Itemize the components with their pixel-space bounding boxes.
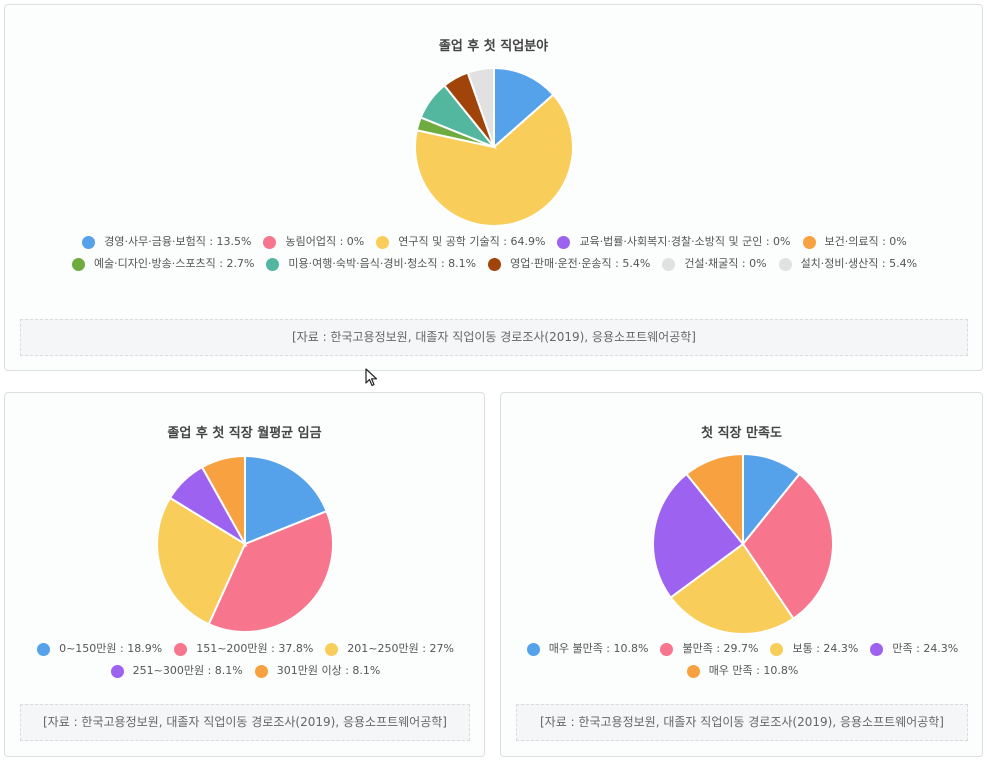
legend-item[interactable]: 151~200만원 : 37.8%: [174, 638, 313, 660]
chart-card-job-field: 졸업 후 첫 직업분야 경영·사무·금융·보험직 : 13.5% 농림어업직 : …: [4, 4, 983, 371]
legend-item[interactable]: 미용·여행·숙박·음식·경비·청소직 : 8.1%: [266, 253, 476, 275]
pie-slice[interactable]: [156, 496, 247, 626]
legend-label: 보통 : 24.3%: [792, 642, 859, 655]
source-note: [자료 : 한국고용정보원, 대졸자 직업이동 경로조사(2019), 응용소프…: [20, 319, 968, 356]
legend-label: 건설·채굴직 : 0%: [684, 257, 767, 270]
legend-item[interactable]: 경영·사무·금융·보험직 : 13.5%: [82, 231, 251, 253]
legend-color-dot: [37, 642, 51, 656]
legend-label: 불만족 : 29.7%: [682, 642, 759, 655]
pie-slice[interactable]: [414, 93, 574, 227]
legend-item[interactable]: 251~300만원 : 8.1%: [110, 660, 243, 682]
pie-slice[interactable]: [685, 452, 744, 547]
legend-item[interactable]: 301만원 이상 : 8.1%: [254, 660, 381, 682]
legend-color-dot: [526, 642, 540, 656]
legend-label: 301만원 이상 : 8.1%: [276, 664, 381, 677]
pie-slice[interactable]: [466, 66, 495, 148]
chart-card-salary: 졸업 후 첫 직장 월평균 임금 0~150만원 : 18.9% 151~200만…: [4, 392, 485, 757]
mouse-cursor-icon: [365, 368, 378, 387]
pie-chart-satisfaction: [652, 452, 834, 635]
legend-label: 201~250만원 : 27%: [347, 642, 454, 655]
chart-card-satisfaction: 첫 직장 만족도 매우 불만족 : 10.8% 불만족 : 29.7% 보통 : 2…: [500, 392, 983, 757]
chart-title: 졸업 후 첫 직업분야: [438, 39, 549, 54]
source-note: [자료 : 한국고용정보원, 대졸자 직업이동 경로조사(2019), 응용소프…: [516, 704, 968, 741]
legend-item[interactable]: 201~250만원 : 27%: [325, 638, 454, 660]
legend-color-dot: [770, 642, 784, 656]
legend-label: 만족 : 24.3%: [892, 642, 959, 655]
legend-color-dot: [71, 257, 85, 271]
legend-color-dot: [266, 257, 280, 271]
legend-color-dot: [870, 642, 884, 656]
legend-label: 보건·의료직 : 0%: [824, 235, 907, 248]
legend-color-dot: [686, 664, 700, 678]
legend-label: 농림어업직 : 0%: [285, 235, 365, 248]
legend-color-dot: [778, 257, 792, 271]
legend-color-dot: [254, 664, 268, 678]
source-note: [자료 : 한국고용정보원, 대졸자 직업이동 경로조사(2019), 응용소프…: [20, 704, 470, 741]
legend-color-dot: [325, 642, 339, 656]
legend-item[interactable]: 매우 불만족 : 10.8%: [526, 638, 649, 660]
legend-item[interactable]: 만족 : 24.3%: [870, 638, 958, 660]
legend-item[interactable]: 예술·디자인·방송·스포츠직 : 2.7%: [71, 253, 255, 275]
legend-item[interactable]: 0~150만원 : 18.9%: [37, 638, 162, 660]
legend-color-dot: [110, 664, 124, 678]
legend-label: 미용·여행·숙박·음식·경비·청소직 : 8.1%: [288, 257, 477, 270]
legend-item[interactable]: 연구직 및 공학 기술직 : 64.9%: [376, 231, 545, 253]
legend-label: 연구직 및 공학 기술직 : 64.9%: [398, 235, 546, 248]
pie-slice[interactable]: [200, 454, 246, 548]
legend-color-dot: [82, 235, 96, 249]
chart-legend: 경영·사무·금융·보험직 : 13.5% 농림어업직 : 0% 연구직 및 공학 기…: [15, 231, 974, 275]
legend-label: 매우 불만족 : 10.8%: [548, 642, 649, 655]
legend-label: 251~300만원 : 8.1%: [132, 664, 243, 677]
pie-slice[interactable]: [493, 66, 555, 150]
legend-item[interactable]: 영업·판매·운전·운송직 : 5.4%: [488, 253, 650, 275]
pie-chart-salary: [156, 454, 334, 633]
pie-slice[interactable]: [244, 454, 328, 546]
legend-item[interactable]: 매우 만족 : 10.8%: [686, 660, 799, 682]
legend-label: 예술·디자인·방송·스포츠직 : 2.7%: [93, 257, 255, 270]
chart-title: 첫 직장 만족도: [701, 426, 782, 441]
legend-color-dot: [802, 235, 816, 249]
legend-label: 매우 만족 : 10.8%: [708, 664, 799, 677]
legend-color-dot: [660, 642, 674, 656]
legend-item[interactable]: 설치·정비·생산직 : 5.4%: [778, 253, 918, 275]
chart-legend: 매우 불만족 : 10.8% 불만족 : 29.7% 보통 : 24.3% 만족 : …: [511, 638, 974, 682]
legend-item[interactable]: 보통 : 24.3%: [770, 638, 858, 660]
legend-color-dot: [488, 257, 502, 271]
legend-color-dot: [662, 257, 676, 271]
legend-color-dot: [557, 235, 571, 249]
chart-legend: 0~150만원 : 18.9% 151~200만원 : 37.8% 201~250만…: [15, 638, 476, 682]
pie-slice[interactable]: [652, 472, 745, 599]
pie-chart-job-field: [414, 66, 574, 227]
legend-item[interactable]: 보건·의료직 : 0%: [802, 231, 907, 253]
legend-color-dot: [174, 642, 188, 656]
pie-slice[interactable]: [741, 472, 834, 620]
pie-slice[interactable]: [207, 509, 334, 633]
legend-item[interactable]: 농림어업직 : 0%: [263, 231, 364, 253]
legend-label: 경영·사무·금융·보험직 : 13.5%: [104, 235, 252, 248]
legend-label: 151~200만원 : 37.8%: [196, 642, 314, 655]
legend-label: 영업·판매·운전·운송직 : 5.4%: [510, 257, 651, 270]
legend-item[interactable]: 건설·채굴직 : 0%: [662, 253, 767, 275]
legend-label: 교육·법률·사회복지·경찰·소방직 및 군인 : 0%: [579, 235, 791, 248]
pie-slice[interactable]: [669, 542, 795, 635]
chart-title: 졸업 후 첫 직장 월평균 임금: [167, 426, 322, 441]
legend-item[interactable]: 불만족 : 29.7%: [660, 638, 758, 660]
legend-item[interactable]: 교육·법률·사회복지·경찰·소방직 및 군인 : 0%: [557, 231, 791, 253]
legend-color-dot: [376, 235, 390, 249]
legend-label: 0~150만원 : 18.9%: [59, 642, 163, 655]
legend-label: 설치·정비·생산직 : 5.4%: [800, 257, 918, 270]
legend-color-dot: [263, 235, 277, 249]
